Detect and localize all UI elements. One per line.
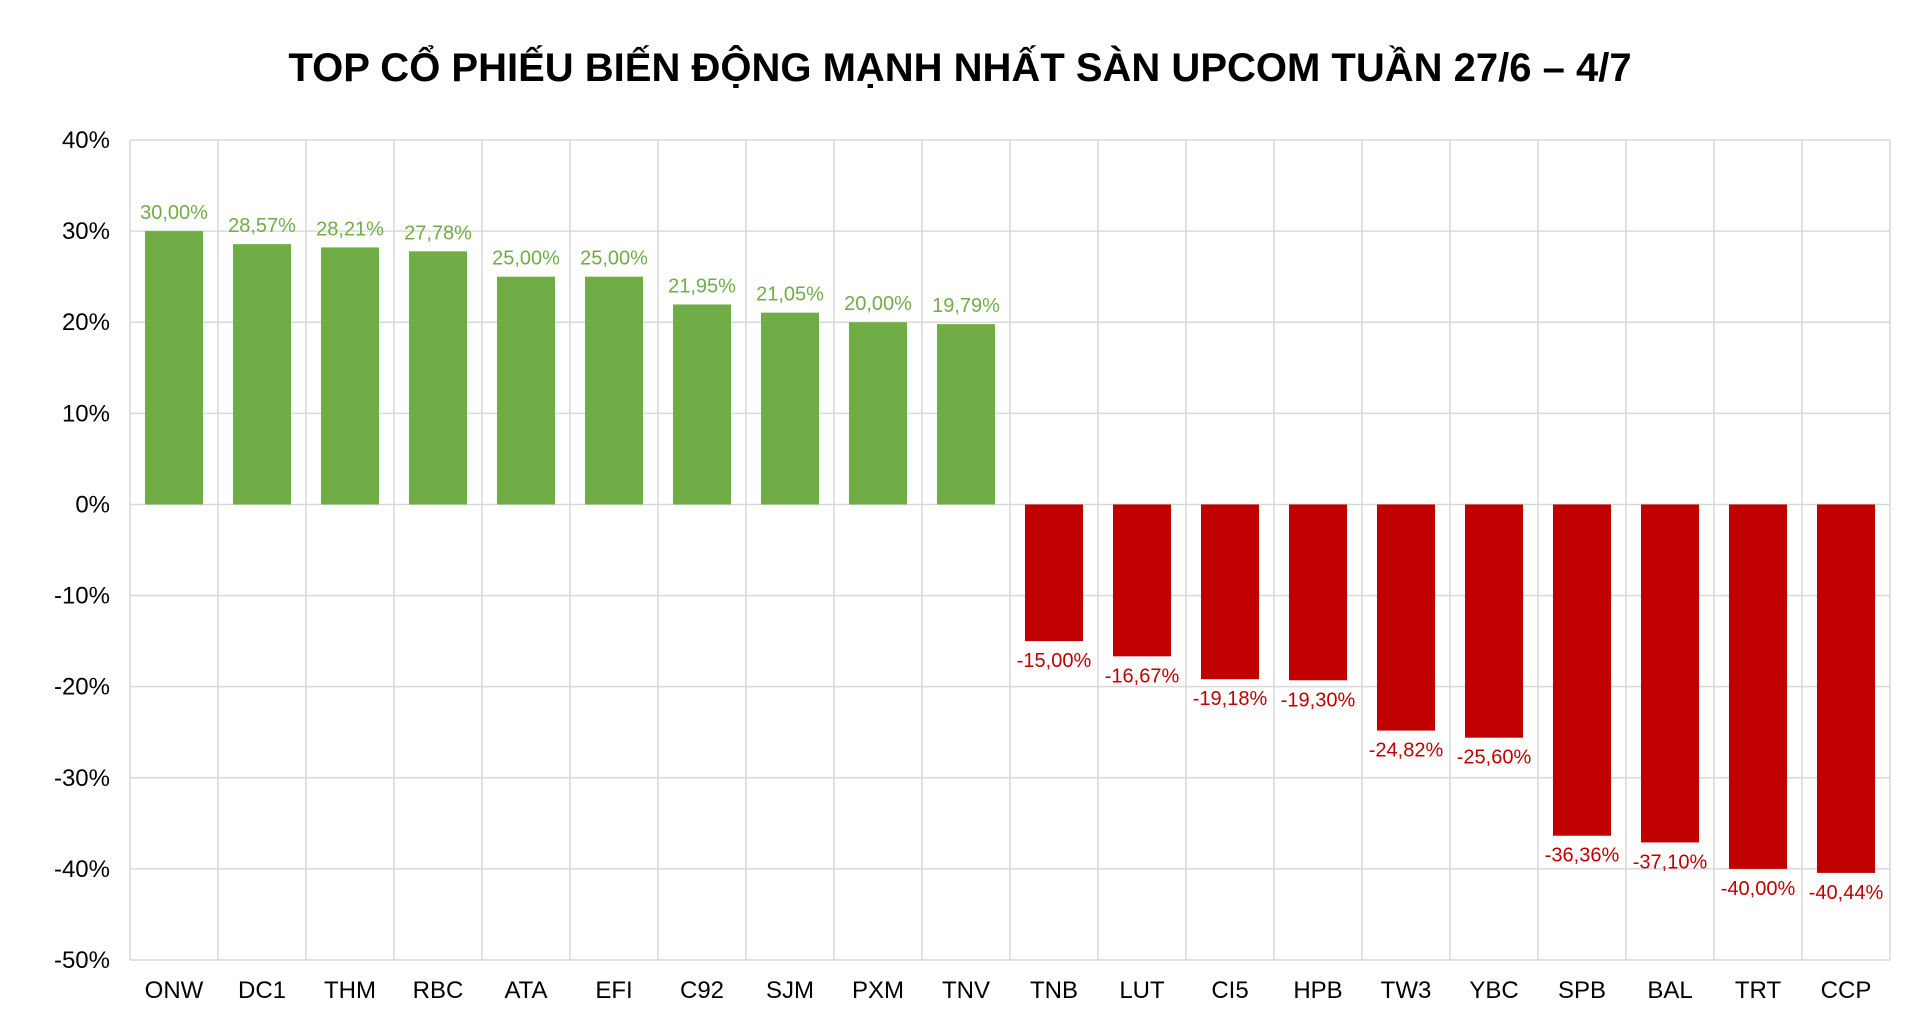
bar (1112, 504, 1172, 657)
x-tick-label: ONW (145, 977, 204, 1004)
x-tick-label: SPB (1558, 977, 1606, 1004)
x-tick-label: SJM (766, 977, 814, 1004)
y-tick-label: 30% (62, 218, 110, 245)
x-tick-label: DC1 (238, 977, 286, 1004)
bar (760, 312, 820, 505)
bar (672, 304, 732, 505)
bar (320, 247, 380, 505)
bars (144, 231, 1876, 873)
data-label: 20,00% (844, 293, 912, 315)
chart-title: TOP CỔ PHIẾU BIẾN ĐỘNG MẠNH NHẤT SÀN UPC… (288, 46, 1632, 90)
bar (1640, 504, 1700, 843)
y-tick-label: -30% (54, 765, 110, 792)
bar (1288, 504, 1348, 681)
data-label: -40,44% (1809, 882, 1884, 904)
y-tick-label: 20% (62, 309, 110, 336)
data-label: 21,05% (756, 284, 824, 306)
data-label: -16,67% (1105, 665, 1180, 687)
gridlines (129, 139, 1891, 961)
data-label: 25,00% (580, 248, 648, 270)
y-tick-label: -10% (54, 583, 110, 610)
bar (1552, 504, 1612, 836)
x-tick-label: BAL (1647, 977, 1692, 1004)
data-label: 21,95% (668, 275, 736, 297)
data-label: 25,00% (492, 248, 560, 270)
bar (584, 276, 644, 505)
x-tick-label: TW3 (1381, 977, 1432, 1004)
data-label: 27,78% (404, 222, 472, 244)
bar (1464, 504, 1524, 738)
data-label: 28,57% (228, 215, 296, 237)
bar (1200, 504, 1260, 680)
x-tick-label: CCP (1821, 977, 1872, 1004)
y-tick-label: -20% (54, 674, 110, 701)
x-tick-label: LUT (1119, 977, 1165, 1004)
y-tick-label: -50% (54, 947, 110, 974)
data-label: -25,60% (1457, 747, 1532, 769)
bar (1024, 504, 1084, 642)
data-label: 19,79% (932, 295, 1000, 317)
x-tick-label: TRT (1735, 977, 1782, 1004)
x-tick-label: THM (324, 977, 376, 1004)
bar (936, 324, 996, 505)
data-label: -40,00% (1721, 878, 1796, 900)
x-tick-label: HPB (1293, 977, 1342, 1004)
bar (1376, 504, 1436, 731)
data-label: -19,30% (1281, 689, 1356, 711)
bar (496, 276, 556, 505)
y-tick-label: 0% (75, 491, 110, 518)
y-tick-label: 40% (62, 127, 110, 154)
x-tick-label: RBC (413, 977, 464, 1004)
x-tick-label: PXM (852, 977, 904, 1004)
data-label: -37,10% (1633, 851, 1708, 873)
x-tick-label: ATA (504, 977, 547, 1004)
x-tick-label: TNV (942, 977, 990, 1004)
data-label: 30,00% (140, 202, 208, 224)
x-axis-categories: ONW DC1 THM RBC ATA EFI C92 SJM PXM TNV TNB LUT CI5 H… (145, 977, 1872, 1004)
y-tick-label: 10% (62, 400, 110, 427)
data-labels: 30,00% 28,57% 28,21% 27,78% 25,00% 25,00% 21,9… (140, 202, 1883, 904)
y-axis-ticks: 40% 30% 20% 10% 0% -10% -20% -30% -40% -50% (54, 127, 110, 974)
bar (144, 231, 204, 505)
x-tick-label: EFI (595, 977, 632, 1004)
data-label: -19,18% (1193, 688, 1268, 710)
bar (408, 251, 468, 505)
x-tick-label: CI5 (1211, 977, 1248, 1004)
data-label: 28,21% (316, 218, 384, 240)
bar (848, 322, 908, 505)
x-tick-label: YBC (1469, 977, 1518, 1004)
data-label: -24,82% (1369, 740, 1444, 762)
bar (1816, 504, 1876, 873)
x-tick-label: TNB (1030, 977, 1078, 1004)
bar (1728, 504, 1788, 869)
data-label: -36,36% (1545, 845, 1620, 867)
data-label: -15,00% (1017, 650, 1092, 672)
bar (232, 244, 292, 505)
y-tick-label: -40% (54, 856, 110, 883)
x-tick-label: C92 (680, 977, 724, 1004)
